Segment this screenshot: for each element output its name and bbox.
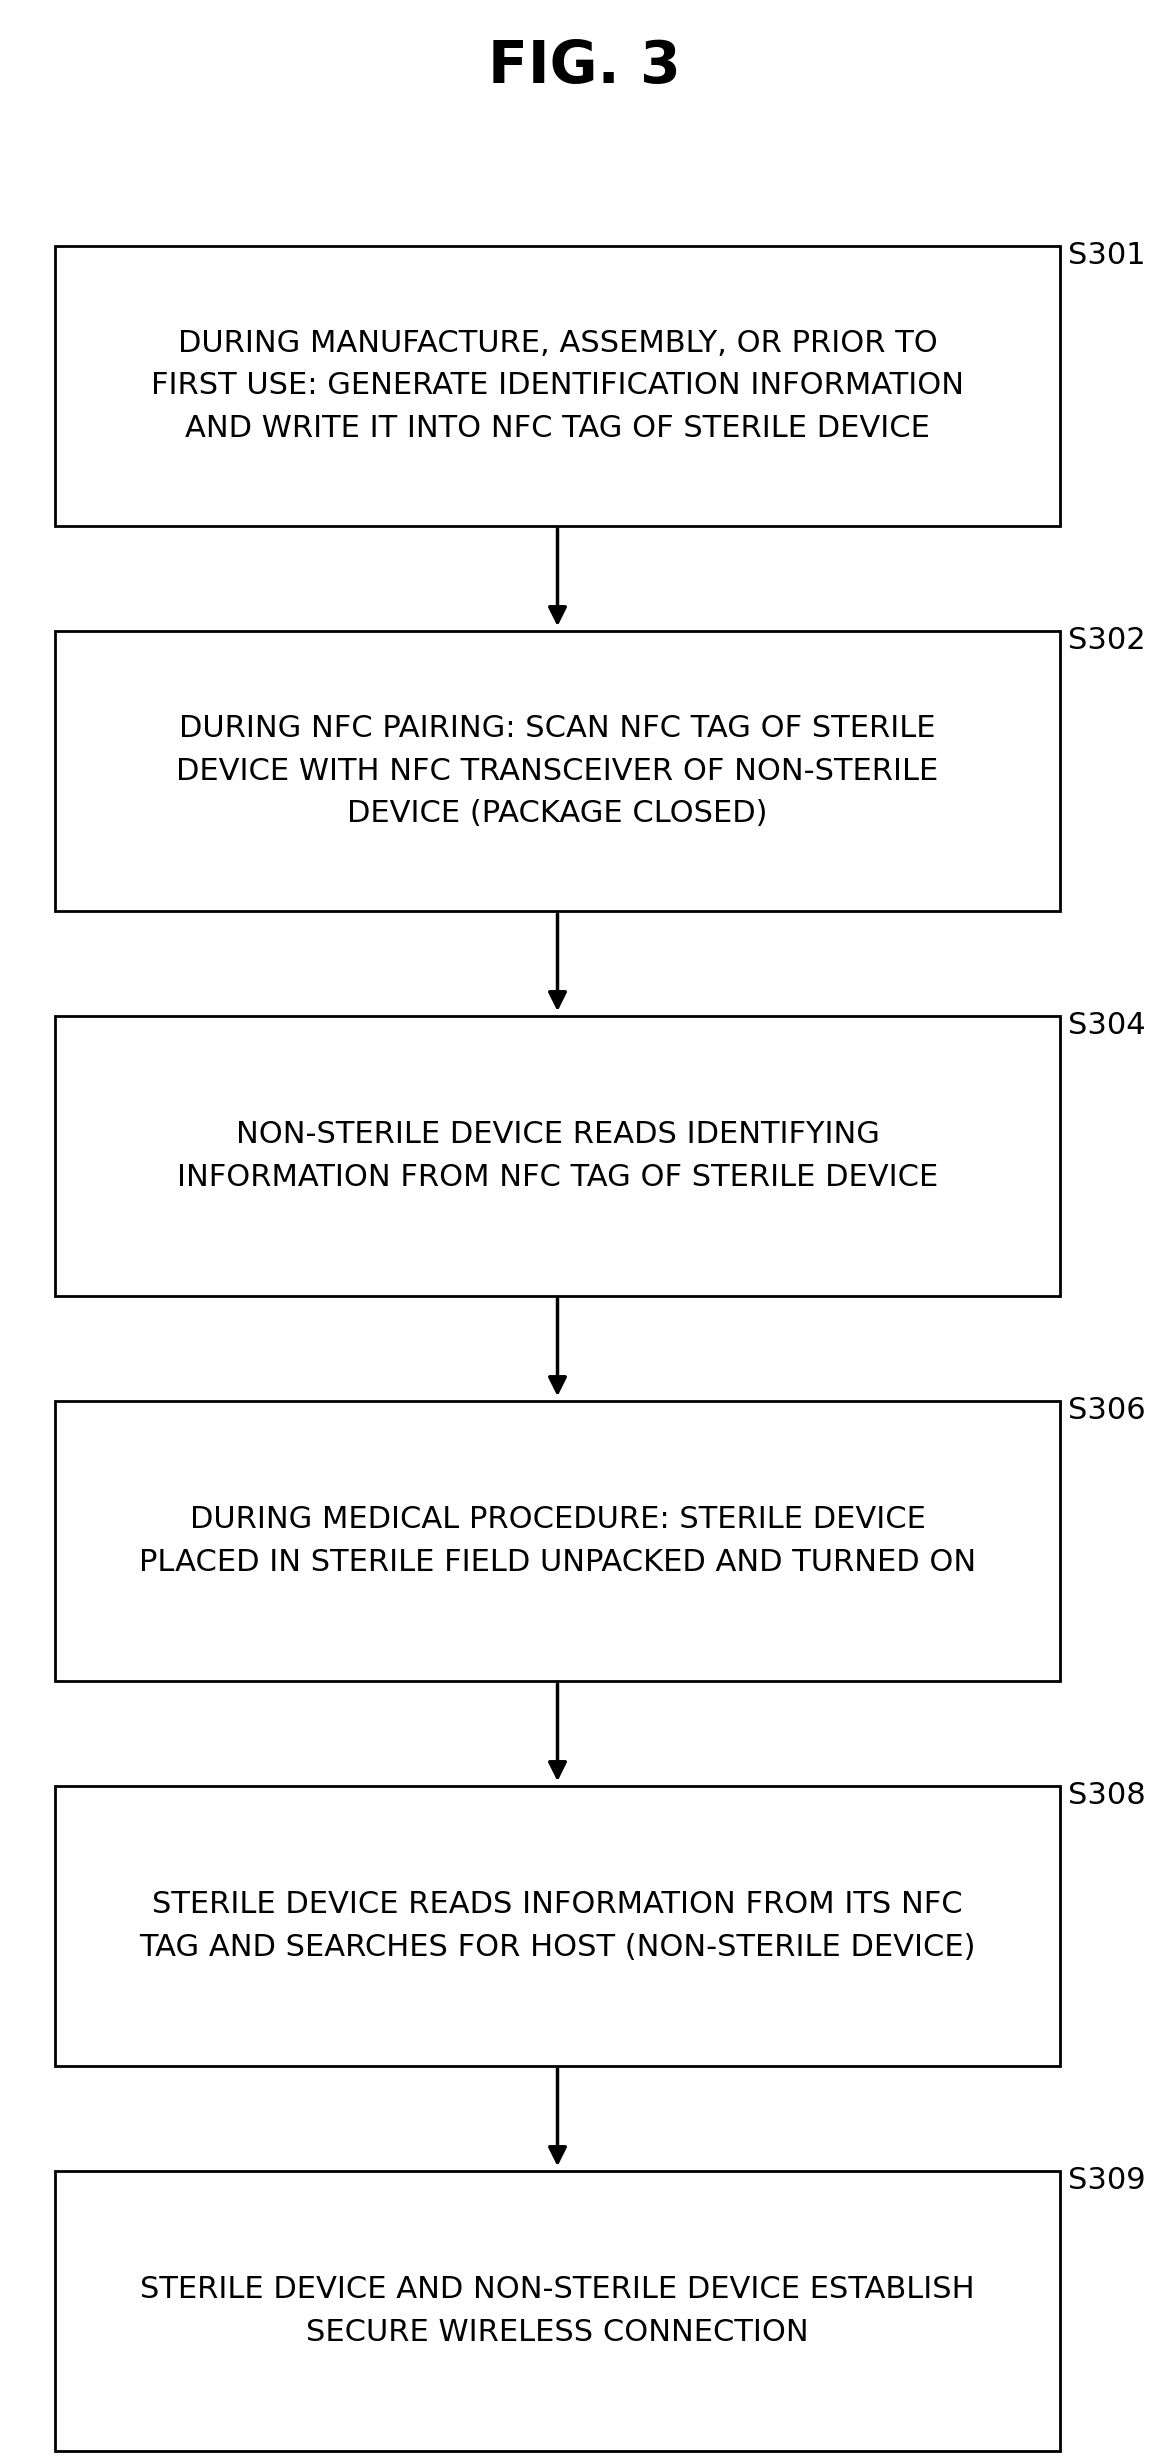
Bar (55, 246, 1060, 526)
Text: S306: S306 (1068, 1395, 1146, 1424)
Text: S309: S309 (1068, 2166, 1146, 2196)
Text: FIG. 3: FIG. 3 (489, 37, 680, 93)
Text: S302: S302 (1068, 626, 1146, 656)
Bar (55, 1400, 1060, 1680)
Bar (55, 2171, 1060, 2451)
Text: DURING MEDICAL PROCEDURE: STERILE DEVICE
PLACED IN STERILE FIELD UNPACKED AND TU: DURING MEDICAL PROCEDURE: STERILE DEVICE… (139, 1506, 976, 1577)
Text: S308: S308 (1068, 1781, 1146, 1810)
Text: DURING MANUFACTURE, ASSEMBLY, OR PRIOR TO
FIRST USE: GENERATE IDENTIFICATION INF: DURING MANUFACTURE, ASSEMBLY, OR PRIOR T… (151, 329, 964, 442)
Text: STERILE DEVICE AND NON-STERILE DEVICE ESTABLISH
SECURE WIRELESS CONNECTION: STERILE DEVICE AND NON-STERILE DEVICE ES… (140, 2274, 975, 2348)
Bar (55, 1017, 1060, 1297)
Bar (55, 1786, 1060, 2065)
Text: S301: S301 (1068, 241, 1146, 270)
Bar (55, 631, 1060, 911)
Text: DURING NFC PAIRING: SCAN NFC TAG OF STERILE
DEVICE WITH NFC TRANSCEIVER OF NON-S: DURING NFC PAIRING: SCAN NFC TAG OF STER… (177, 715, 939, 828)
Text: NON-STERILE DEVICE READS IDENTIFYING
INFORMATION FROM NFC TAG OF STERILE DEVICE: NON-STERILE DEVICE READS IDENTIFYING INF… (177, 1120, 939, 1191)
Text: STERILE DEVICE READS INFORMATION FROM ITS NFC
TAG AND SEARCHES FOR HOST (NON-STE: STERILE DEVICE READS INFORMATION FROM IT… (139, 1891, 976, 1962)
Text: S304: S304 (1068, 1012, 1146, 1039)
